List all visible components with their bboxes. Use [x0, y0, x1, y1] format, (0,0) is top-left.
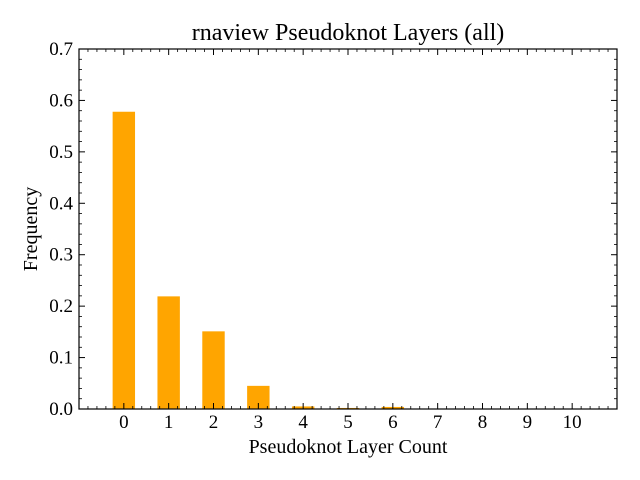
- x-tick-label: 8: [478, 412, 488, 433]
- y-tick-label: 0.0: [49, 399, 73, 420]
- y-tick-label: 0.3: [49, 245, 73, 266]
- y-tick-labels: 0.0 0.1 0.2 0.3 0.4 0.5 0.6 0.7: [49, 39, 73, 420]
- y-tick-label: 0.5: [49, 142, 73, 163]
- x-axis-title: Pseudoknot Layer Count: [249, 436, 448, 458]
- chart-title: rnaview Pseudoknot Layers (all): [192, 20, 505, 46]
- y-tick-label: 0.6: [49, 90, 73, 111]
- x-tick-label: 9: [523, 412, 533, 433]
- bar-2: [202, 331, 225, 409]
- bar-3: [247, 385, 270, 409]
- x-tick-label: 3: [254, 412, 264, 433]
- x-tick-label: 10: [563, 412, 582, 433]
- bar-0: [112, 111, 136, 409]
- y-tick-label: 0.1: [49, 348, 73, 369]
- bar-1: [157, 296, 180, 409]
- x-tick-label: 4: [298, 412, 308, 433]
- x-tick-label: 2: [209, 412, 219, 433]
- y-axis-title: Frequency: [20, 187, 42, 271]
- x-tick-labels: 0 1 2 3 4 5 6 7 8 9 10: [119, 412, 582, 433]
- x-tick-label: 1: [164, 412, 174, 433]
- x-tick-label: 7: [433, 412, 443, 433]
- x-tick-label: 5: [343, 412, 353, 433]
- y-tick-label: 0.2: [49, 296, 73, 317]
- x-tick-label: 6: [388, 412, 398, 433]
- x-tick-label: 0: [119, 412, 129, 433]
- bars-group: [112, 111, 405, 409]
- y-tick-label: 0.7: [49, 39, 73, 60]
- y-tick-label: 0.4: [49, 193, 73, 214]
- axes-group: [78, 48, 618, 410]
